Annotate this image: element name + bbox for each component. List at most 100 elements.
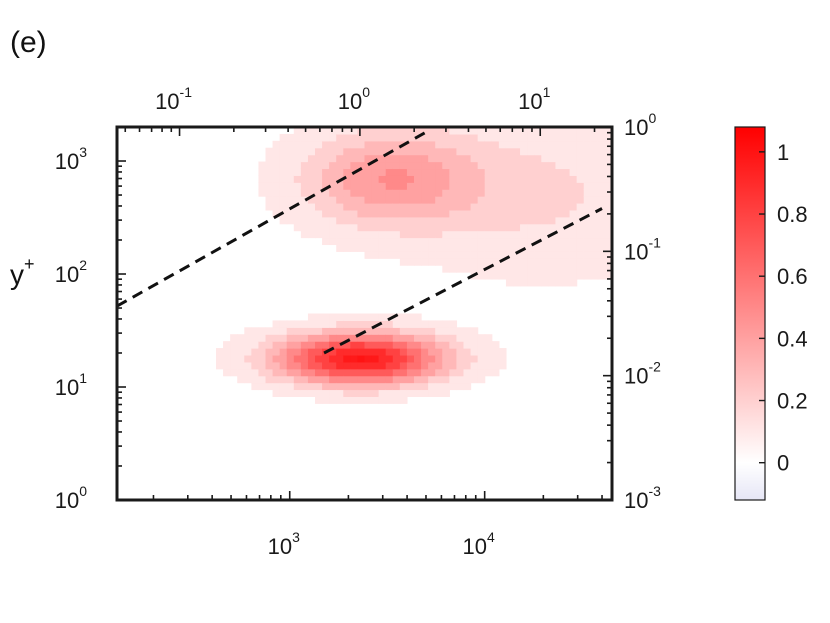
tick-label: 100 — [55, 483, 87, 513]
contour-cell — [378, 396, 387, 404]
contour-cell — [286, 182, 295, 190]
contour-cell — [406, 258, 415, 266]
contour-cell — [520, 278, 528, 287]
contour-cell — [265, 182, 274, 190]
contour-cell — [583, 216, 592, 225]
contour-cell — [406, 168, 415, 176]
contour-cell — [392, 396, 401, 404]
contour-cell — [534, 202, 542, 211]
contour-cell — [265, 189, 274, 197]
contour-cell — [357, 147, 366, 156]
contour-cell — [350, 196, 359, 204]
contour-cell — [590, 189, 599, 197]
contour-cell — [286, 327, 295, 335]
contour-cell — [392, 140, 401, 149]
contour-cell — [576, 251, 585, 259]
contour-cell — [414, 382, 422, 391]
contour-cell — [385, 375, 394, 384]
contour-cell — [421, 382, 429, 391]
contour-cell — [237, 354, 245, 363]
contour-cell — [350, 320, 359, 328]
contour-cell — [484, 237, 493, 246]
contour-cell — [300, 133, 309, 142]
contour-cell — [251, 375, 260, 384]
contour-cell — [343, 327, 351, 335]
contour-cell — [442, 202, 450, 211]
contour-cell — [336, 154, 344, 163]
contour-cell — [336, 127, 344, 135]
contour-cell — [414, 313, 422, 322]
contour-cell — [357, 368, 366, 377]
contour-cell — [293, 175, 302, 183]
contour-cell — [569, 147, 578, 156]
contour-cell — [421, 147, 429, 156]
colorbar: 0 0.2 0.4 0.6 0.8 1 — [734, 126, 808, 501]
contour-cell — [541, 258, 549, 266]
contour-cell — [392, 161, 401, 170]
contour-cell — [322, 368, 330, 377]
contour-cell — [583, 258, 592, 266]
contour-cell — [597, 140, 606, 149]
contour-cell — [442, 168, 450, 176]
contour-cell — [322, 189, 330, 197]
contour-cell — [357, 168, 366, 176]
contour-cell — [442, 140, 450, 149]
contour-cell — [520, 223, 528, 232]
contour-cell — [562, 168, 571, 176]
contour-cell — [576, 175, 585, 183]
contour-cell — [590, 147, 599, 156]
contour-cell — [463, 375, 472, 384]
contour-cell — [534, 154, 542, 163]
contour-cell — [392, 320, 401, 328]
contour-cell — [244, 327, 252, 335]
contour-cell — [590, 209, 599, 218]
contour-cell — [322, 361, 330, 370]
contour-cell — [286, 133, 295, 142]
contour-cell — [569, 278, 578, 287]
contour-cell — [435, 196, 443, 204]
contour-cell — [322, 161, 330, 170]
contour-cell — [272, 382, 281, 391]
contour-cell — [477, 209, 486, 218]
contour-cell — [307, 202, 316, 211]
contour-cell — [435, 244, 443, 252]
contour-cell — [470, 341, 479, 349]
contour-cell — [399, 389, 408, 397]
contour-cell — [300, 154, 309, 163]
contour-cell — [555, 216, 564, 225]
contour-cell — [300, 223, 309, 232]
contour-cell — [399, 189, 408, 197]
contour-cell — [562, 209, 571, 218]
tick-label: 100 — [624, 110, 656, 140]
contour-cell — [272, 189, 281, 197]
contour-cell — [406, 216, 415, 225]
contour-cell — [399, 320, 408, 328]
contour-cell — [371, 127, 380, 135]
contour-cell — [520, 133, 528, 142]
contour-cell — [343, 223, 351, 232]
contour-cell — [442, 237, 450, 246]
contour-cell — [491, 196, 500, 204]
contour-cell — [541, 182, 549, 190]
contour-cell — [428, 161, 436, 170]
contour-cell — [378, 361, 387, 370]
contour-cell — [392, 327, 401, 335]
contour-cell — [399, 230, 408, 239]
contour-cell — [463, 230, 472, 239]
contour-cell — [300, 202, 309, 211]
contour-cell — [562, 244, 571, 252]
contour-cell — [336, 147, 344, 156]
contour-cell — [513, 189, 521, 197]
contour-cell — [272, 202, 281, 211]
contour-cell — [520, 154, 528, 163]
contour-cell — [315, 341, 323, 349]
contour-cell — [534, 140, 542, 149]
contour-cell — [322, 202, 330, 211]
contour-cell — [520, 127, 528, 135]
contour-cell — [513, 216, 521, 225]
contour-cell — [470, 223, 479, 232]
contour-cell — [491, 140, 500, 149]
contour-cell — [336, 216, 344, 225]
contour-cell — [343, 237, 351, 246]
contour-cell — [336, 313, 344, 322]
